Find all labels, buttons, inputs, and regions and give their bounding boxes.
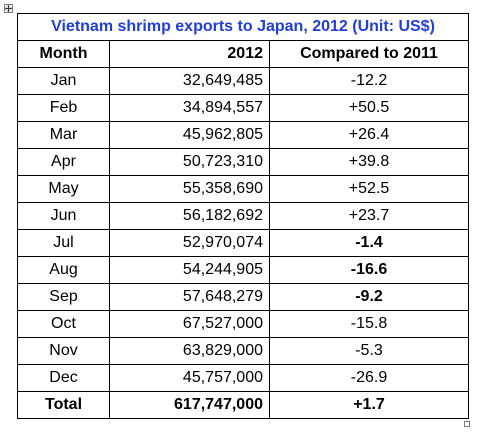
header-2012: 2012 bbox=[109, 40, 270, 68]
table-row: Apr 50,723,310 +39.8 bbox=[17, 148, 470, 176]
change-cell: +26.4 bbox=[268, 121, 470, 149]
table-row: Jun 56,182,692 +23.7 bbox=[17, 202, 470, 230]
export-value-cell: 50,723,310 bbox=[109, 148, 270, 176]
month-cell: Feb bbox=[17, 94, 110, 122]
month-cell: Mar bbox=[17, 121, 110, 149]
month-cell: Apr bbox=[17, 148, 110, 176]
month-cell: Nov bbox=[17, 337, 110, 365]
month-cell: May bbox=[17, 175, 110, 203]
export-value-cell: 63,829,000 bbox=[109, 337, 270, 365]
change-cell: -26.9 bbox=[268, 364, 470, 392]
export-value-cell: 52,970,074 bbox=[109, 229, 270, 257]
month-cell: Sep bbox=[17, 283, 110, 311]
export-value-cell: 56,182,692 bbox=[109, 202, 270, 230]
table-move-handle-icon[interactable] bbox=[4, 4, 13, 13]
header-month: Month bbox=[17, 40, 110, 68]
month-cell: Jul bbox=[17, 229, 110, 257]
export-value-cell: 32,649,485 bbox=[109, 67, 270, 95]
export-value-cell: 67,527,000 bbox=[109, 310, 270, 338]
month-cell: Oct bbox=[17, 310, 110, 338]
table-resize-handle-icon[interactable] bbox=[464, 421, 470, 427]
change-cell: -16.6 bbox=[268, 256, 470, 284]
shrimp-exports-table: Vietnam shrimp exports to Japan, 2012 (U… bbox=[16, 13, 470, 419]
table-row: Jul 52,970,074 -1.4 bbox=[17, 229, 470, 257]
export-value-cell: 57,648,279 bbox=[109, 283, 270, 311]
table-row: Sep 57,648,279 -9.2 bbox=[17, 283, 470, 311]
total-change: +1.7 bbox=[268, 391, 470, 419]
month-cell: Jun bbox=[17, 202, 110, 230]
export-value-cell: 55,358,690 bbox=[109, 175, 270, 203]
month-cell: Dec bbox=[17, 364, 110, 392]
export-value-cell: 34,894,557 bbox=[109, 94, 270, 122]
table-row: Oct 67,527,000 -15.8 bbox=[17, 310, 470, 338]
change-cell: +39.8 bbox=[268, 148, 470, 176]
table-row: Aug 54,244,905 -16.6 bbox=[17, 256, 470, 284]
total-row: Total 617,747,000 +1.7 bbox=[17, 391, 470, 419]
month-cell: Jan bbox=[17, 67, 110, 95]
table-row: Feb 34,894,557 +50.5 bbox=[17, 94, 470, 122]
table-row: Mar 45,962,805 +26.4 bbox=[17, 121, 470, 149]
export-value-cell: 45,962,805 bbox=[109, 121, 270, 149]
change-cell: +52.5 bbox=[268, 175, 470, 203]
table-row: Dec 45,757,000 -26.9 bbox=[17, 364, 470, 392]
table-title: Vietnam shrimp exports to Japan, 2012 (U… bbox=[16, 13, 470, 41]
change-cell: +23.7 bbox=[268, 202, 470, 230]
export-value-cell: 54,244,905 bbox=[109, 256, 270, 284]
table-title-row: Vietnam shrimp exports to Japan, 2012 (U… bbox=[16, 13, 470, 41]
total-value: 617,747,000 bbox=[109, 391, 270, 419]
header-compared-to-2011: Compared to 2011 bbox=[268, 40, 470, 68]
month-cell: Aug bbox=[17, 256, 110, 284]
total-label: Total bbox=[17, 391, 110, 419]
export-value-cell: 45,757,000 bbox=[109, 364, 270, 392]
change-cell: -15.8 bbox=[268, 310, 470, 338]
change-cell: -1.4 bbox=[268, 229, 470, 257]
change-cell: -9.2 bbox=[268, 283, 470, 311]
table-row: Jan 32,649,485 -12.2 bbox=[17, 67, 470, 95]
table-row: Nov 63,829,000 -5.3 bbox=[17, 337, 470, 365]
change-cell: -12.2 bbox=[268, 67, 470, 95]
change-cell: -5.3 bbox=[268, 337, 470, 365]
change-cell: +50.5 bbox=[268, 94, 470, 122]
header-row: Month 2012 Compared to 2011 bbox=[17, 40, 470, 68]
table-row: May 55,358,690 +52.5 bbox=[17, 175, 470, 203]
